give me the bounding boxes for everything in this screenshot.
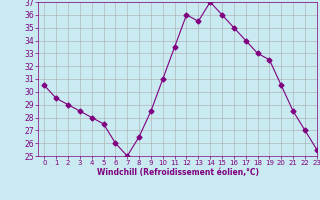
X-axis label: Windchill (Refroidissement éolien,°C): Windchill (Refroidissement éolien,°C): [97, 168, 259, 177]
